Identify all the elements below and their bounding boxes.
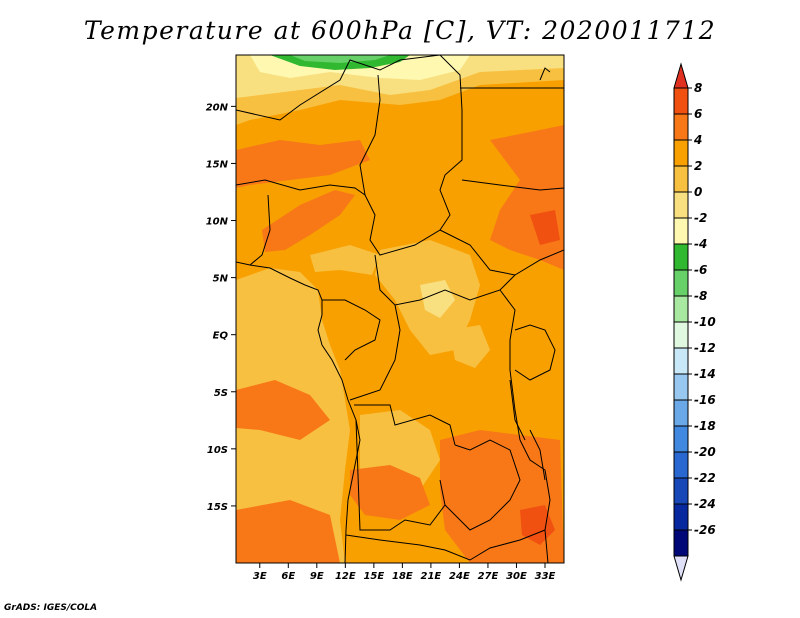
field-east-6to8 (530, 210, 560, 245)
colorbar-label: -20 (694, 445, 716, 459)
lat-tick-label: EQ (213, 331, 229, 342)
colorbar-segment (673, 243, 689, 271)
colorbar-label: -4 (694, 237, 707, 251)
coastline (236, 261, 361, 563)
lon-tick-label: 3E (253, 571, 267, 582)
border-mozambique (519, 439, 551, 563)
colorbar-segment (673, 451, 689, 479)
colorbar-label: -12 (694, 341, 716, 355)
colorbar-label: -22 (694, 471, 716, 485)
map-frame (235, 54, 565, 564)
colorbar-label: -6 (694, 263, 707, 277)
border-south (345, 529, 546, 561)
colorbar-segment (673, 295, 689, 323)
colorbar-label: -8 (694, 289, 707, 303)
colorbar-label: 2 (694, 159, 702, 173)
colorbar: 8 6 4 2 0 -2 -4 -6 -8 -10 -12 -14 -16 -18 -20 -22 -24 -26 (673, 62, 716, 582)
lon-tick-label: 27E (478, 571, 499, 582)
colorbar-label: -10 (694, 315, 716, 329)
lat-tick-label: 10N (206, 217, 229, 228)
colorbar-segment (673, 269, 689, 297)
lon-tick-label: 6E (281, 571, 295, 582)
sinai (539, 67, 551, 81)
lon-tick-label: 15E (363, 571, 384, 582)
field-central-m2to0 (420, 280, 455, 318)
colorbar-label: -16 (694, 393, 716, 407)
longitude-axis: 3E 6E 9E 12E 15E 18E 21E 24E 27E 30E 33E (253, 563, 556, 582)
colorbar-label: -2 (694, 211, 707, 225)
colorbar-label: 0 (694, 185, 702, 199)
lon-tick-label: 24E (449, 571, 470, 582)
border-south-sudan (439, 229, 564, 276)
field-southeast-4to6 (440, 430, 564, 563)
field-nigeria-4to6 (262, 190, 355, 252)
colorbar-segment (673, 425, 689, 453)
lat-tick-label: 5S (214, 388, 228, 399)
lon-tick-label: 30E (506, 571, 527, 582)
lat-tick-label: 15S (207, 502, 228, 513)
field-east-0to2 (450, 325, 490, 368)
colorbar-label: -26 (694, 523, 716, 537)
colorbar-segment (673, 503, 689, 531)
colorbar-top-arrow (673, 62, 689, 89)
lake-tanganyika (509, 379, 526, 441)
border-sudan (461, 179, 564, 191)
temperature-field (236, 55, 564, 563)
country-borders (236, 55, 564, 563)
colorbar-segment (673, 165, 689, 193)
lat-tick-label: 5N (213, 274, 229, 285)
lon-tick-label: 9E (310, 571, 324, 582)
border-drc-west (349, 304, 401, 401)
field-south-4to6 (350, 465, 430, 520)
field-sahel-0to2 (310, 245, 380, 275)
lon-tick-label: 12E (335, 571, 356, 582)
border-niger-nigeria (236, 179, 366, 196)
border-drc-east (499, 289, 521, 441)
border-angola-north (354, 404, 456, 446)
border-north (236, 55, 463, 121)
colorbar-segment (673, 321, 689, 349)
lat-tick-label: 20N (206, 102, 229, 113)
colorbar-segment (673, 87, 689, 115)
field-north-green-light (290, 55, 390, 63)
colorbar-segment (673, 347, 689, 375)
colorbar-segment (673, 373, 689, 401)
field-far-south-4to6 (236, 500, 340, 563)
colorbar-bottom-arrow (673, 555, 689, 582)
border-egypt-sudan (460, 80, 564, 89)
lon-tick-label: 33E (535, 571, 556, 582)
colorbar-segment (673, 529, 689, 557)
lake-victoria (514, 324, 556, 381)
lat-tick-label: 15N (206, 159, 229, 170)
lake-malawi (529, 429, 546, 481)
border-chad (359, 74, 463, 256)
lon-tick-label: 21E (421, 571, 442, 582)
border-congo (322, 299, 381, 361)
colorbar-segment (673, 139, 689, 167)
field-sahel-4to6 (236, 140, 370, 188)
border-zambia (444, 439, 521, 531)
lon-tick-label: 18E (392, 571, 413, 582)
colorbar-label: -18 (694, 419, 716, 433)
colorbar-segment (673, 113, 689, 141)
field-west-4to6 (236, 380, 330, 440)
border-car (374, 254, 516, 306)
chart-title: Temperature at 600hPa [C], VT: 202001171… (83, 16, 717, 45)
colorbar-label: -14 (694, 367, 716, 381)
colorbar-segment (673, 477, 689, 505)
grads-credit: GrADS: IGES/COLA (4, 603, 98, 613)
colorbar-label: 4 (693, 133, 702, 147)
colorbar-segment (673, 217, 689, 245)
border-benin (249, 194, 271, 266)
colorbar-segment (673, 191, 689, 219)
latitude-axis: 20N 15N 10N 5N EQ 5S 10S 15S (206, 102, 236, 513)
colorbar-label: 6 (694, 107, 702, 121)
colorbar-segment (673, 399, 689, 427)
lat-tick-label: 10S (207, 445, 228, 456)
colorbar-label: 8 (694, 81, 702, 95)
colorbar-label: -24 (694, 497, 716, 511)
field-southeast-6to8 (520, 505, 555, 545)
